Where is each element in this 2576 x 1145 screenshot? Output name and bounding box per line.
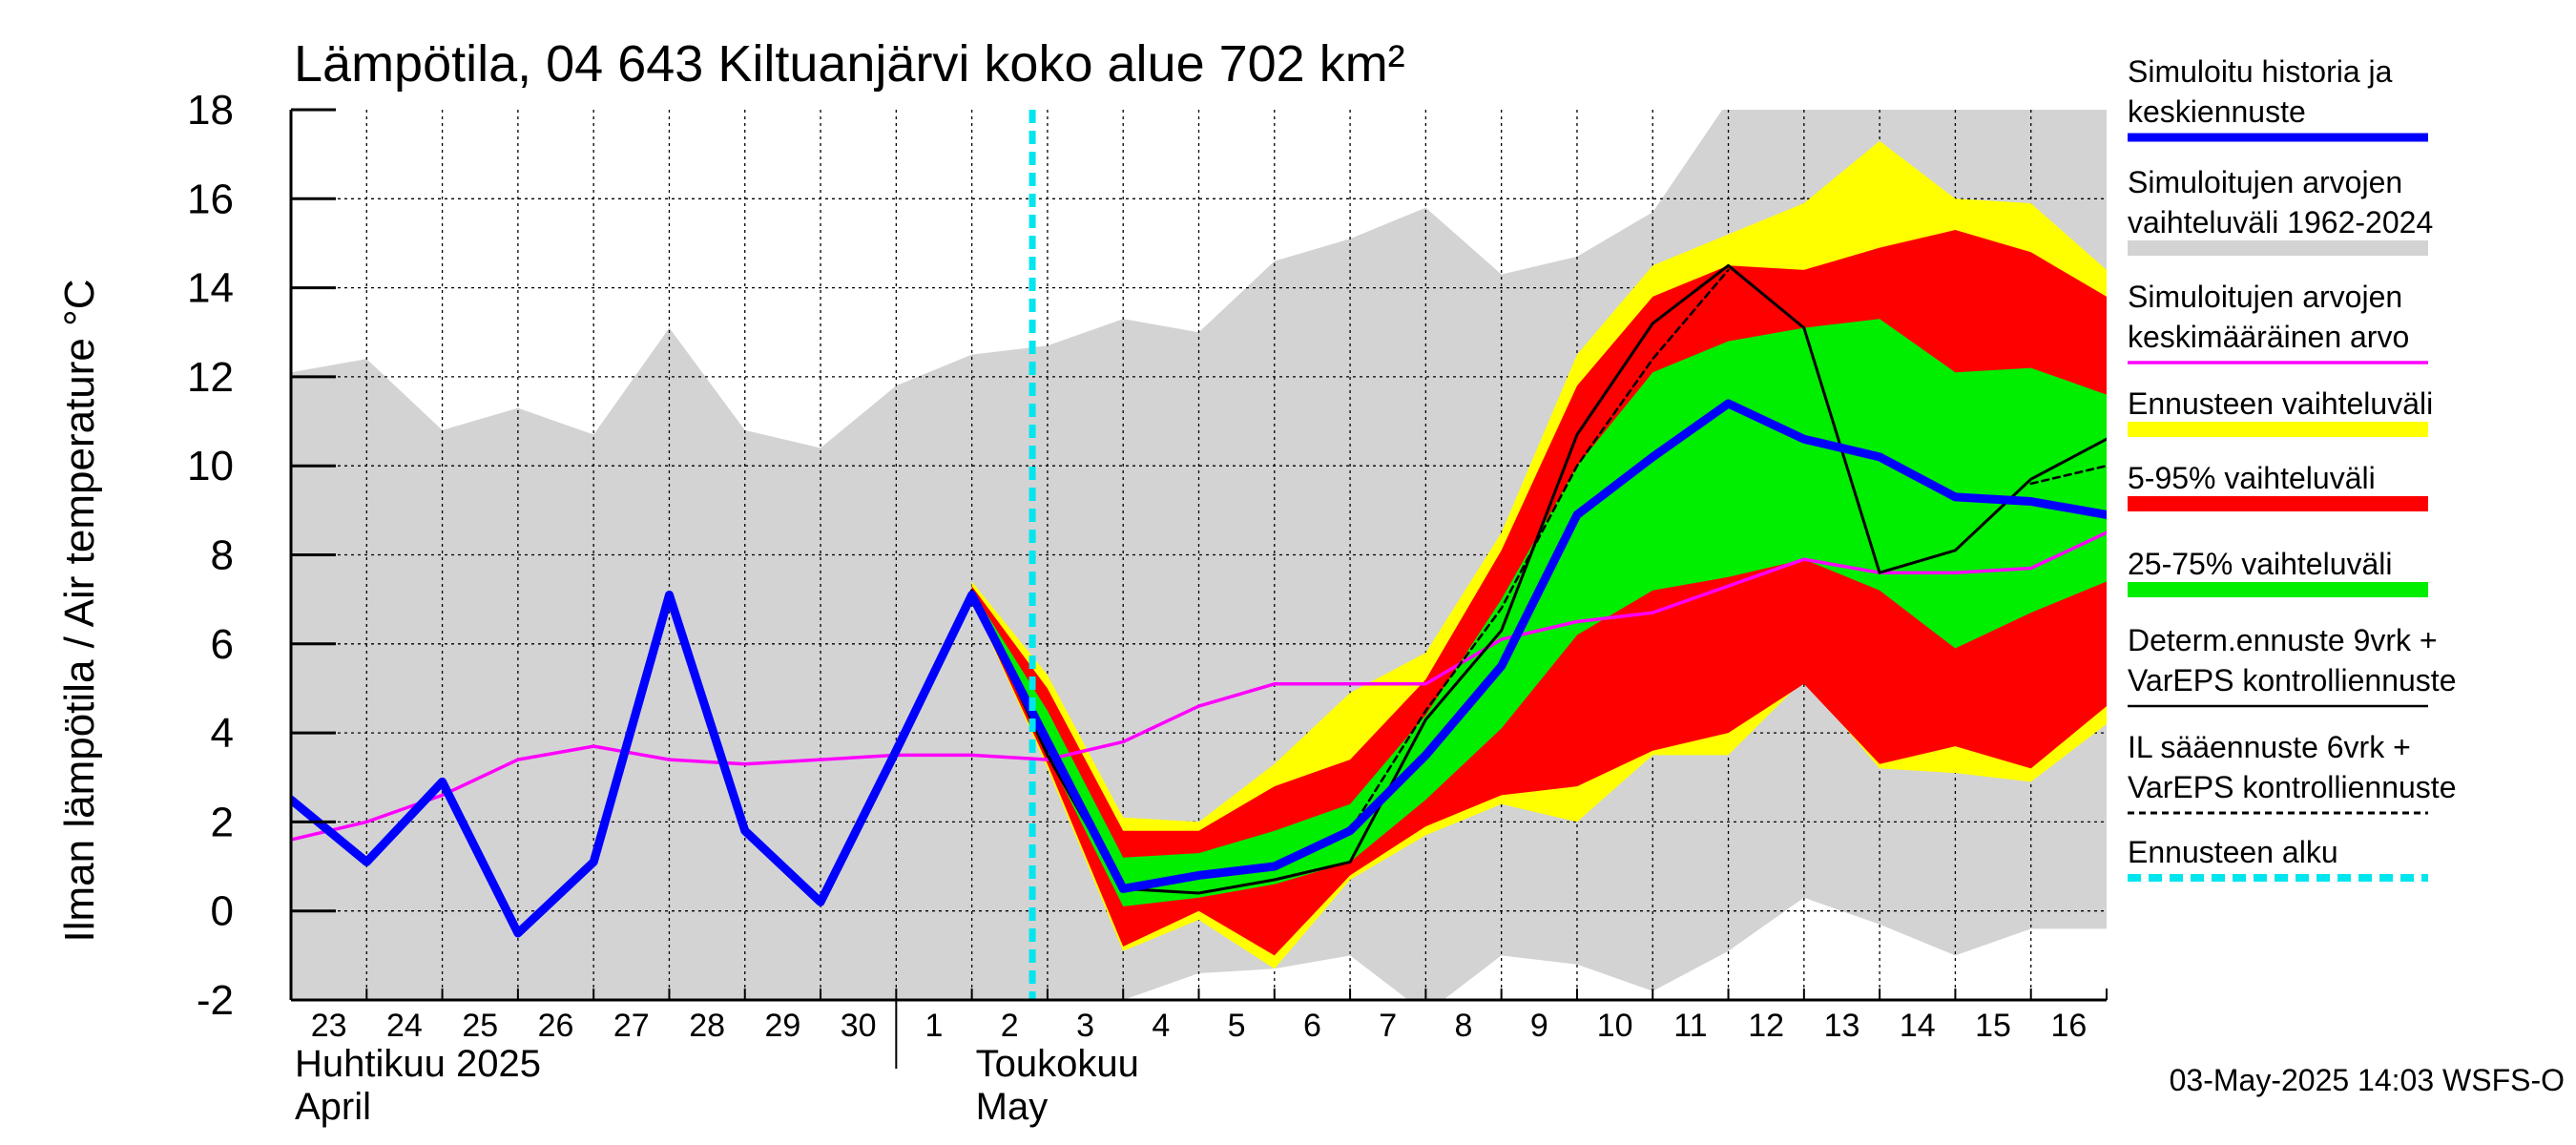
y-tick-label: 14 — [187, 265, 234, 312]
y-tick-label: 16 — [187, 176, 234, 222]
legend-item-p595: 5-95% vaihteluväli — [2128, 461, 2428, 511]
legend-item-range: Simuloitujen arvojen vaihteluväli 1962-20… — [2128, 165, 2433, 256]
sim-average-line — [291, 531, 2107, 842]
legend-swatch — [2128, 496, 2428, 511]
x-tick-label: 7 — [1379, 1008, 1397, 1044]
y-tick-label: 18 — [187, 87, 234, 134]
legend-label: IL sääennuste 6vrk + — [2128, 730, 2411, 764]
legend-label: Ennusteen alku — [2128, 835, 2338, 869]
legend-label: Determ.ennuste 9vrk + — [2128, 623, 2438, 657]
y-tick-label: 12 — [187, 354, 234, 401]
legend-label: Simuloitujen arvojen — [2128, 280, 2402, 314]
il-forecast-line-2 — [2029, 464, 2107, 486]
timestamp-footer: 03-May-2025 14:03 WSFS-O — [2170, 1063, 2565, 1097]
chart-title: Lämpötila, 04 643 Kiltuanjärvi koko alue… — [294, 35, 1405, 93]
month-label: Huhtikuu 2025 — [295, 1043, 541, 1085]
y-tick-label: 0 — [211, 888, 234, 935]
x-tick-label: 6 — [1303, 1008, 1321, 1044]
legend-label: VarEPS kontrolliennuste — [2128, 663, 2456, 697]
x-tick-label: 15 — [1975, 1008, 2011, 1044]
x-tick-label: 9 — [1530, 1008, 1548, 1044]
x-tick-label: 30 — [841, 1008, 877, 1044]
x-tick-label: 23 — [311, 1008, 347, 1044]
x-tick-label: 28 — [689, 1008, 725, 1044]
legend-label: Simuloitu historia ja — [2128, 54, 2393, 89]
legend-label: keskimääräinen arvo — [2128, 320, 2409, 354]
legend-item-history: Simuloitu historia ja keskiennuste — [2128, 54, 2428, 142]
month-label-en: April — [295, 1086, 371, 1128]
y-tick-label: 2 — [211, 799, 234, 845]
x-tick-label: 16 — [2050, 1008, 2087, 1044]
legend-item-p2575: 25-75% vaihteluväli — [2128, 547, 2428, 597]
legend-item-determ: Determ.ennuste 9vrk + VarEPS kontrollienn… — [2128, 623, 2456, 708]
x-tick-label: 13 — [1824, 1008, 1860, 1044]
legend-item-fstart: Ennusteen alku — [2128, 835, 2428, 882]
x-tick-label: 10 — [1597, 1008, 1633, 1044]
legend-item-avg: Simuloitujen arvojen keskimääräinen arvo — [2128, 280, 2428, 364]
legend-swatch — [2128, 240, 2428, 256]
x-tick-label: 5 — [1228, 1008, 1246, 1044]
x-tick-label: 14 — [1900, 1008, 1936, 1044]
x-tick-label: 12 — [1748, 1008, 1784, 1044]
month-label: Toukokuu — [976, 1043, 1139, 1085]
x-tick-label: 2 — [1001, 1008, 1019, 1044]
x-tick-label: 3 — [1076, 1008, 1094, 1044]
y-tick-label: 4 — [211, 710, 234, 757]
legend-item-il: IL sääennuste 6vrk + VarEPS kontrollienn… — [2128, 730, 2456, 815]
legend-label: VarEPS kontrolliennuste — [2128, 770, 2456, 804]
legend-item-frange: Ennusteen vaihteluväli — [2128, 386, 2433, 437]
legend-label: 5-95% vaihteluväli — [2128, 461, 2376, 495]
x-tick-label: 25 — [462, 1008, 498, 1044]
y-tick-label: 10 — [187, 443, 234, 489]
y-tick-label: 8 — [211, 532, 234, 579]
x-tick-label: 1 — [925, 1008, 944, 1044]
legend-label: 25-75% vaihteluväli — [2128, 547, 2393, 581]
x-tick-label: 27 — [613, 1008, 650, 1044]
x-tick-label: 24 — [386, 1008, 423, 1044]
history-mean-line — [291, 399, 2107, 938]
x-tick-label: 29 — [764, 1008, 800, 1044]
month-label-en: May — [976, 1086, 1049, 1128]
x-tick-label: 8 — [1455, 1008, 1473, 1044]
x-tick-label: 26 — [538, 1008, 574, 1044]
x-tick-label: 4 — [1152, 1008, 1170, 1044]
plot-area — [291, 110, 2107, 1000]
y-axis-label: Ilman lämpötila / Air temperature °C — [56, 280, 103, 943]
p25-75-band — [971, 319, 2107, 906]
legend-label: keskiennuste — [2128, 94, 2306, 129]
legend-swatch — [2128, 422, 2428, 437]
x-tick-label: 11 — [1673, 1008, 1707, 1044]
legend-swatch — [2128, 582, 2428, 597]
legend-label: vaihteluväli 1962-2024 — [2128, 205, 2433, 239]
legend: Simuloitu historia jakeskiennusteSimuloi… — [2128, 54, 2456, 882]
legend-label: Simuloitujen arvojen — [2128, 165, 2402, 199]
legend-label: Ennusteen vaihteluväli — [2128, 386, 2433, 421]
y-tick-label: 6 — [211, 621, 234, 668]
y-tick-label: -2 — [197, 977, 234, 1024]
